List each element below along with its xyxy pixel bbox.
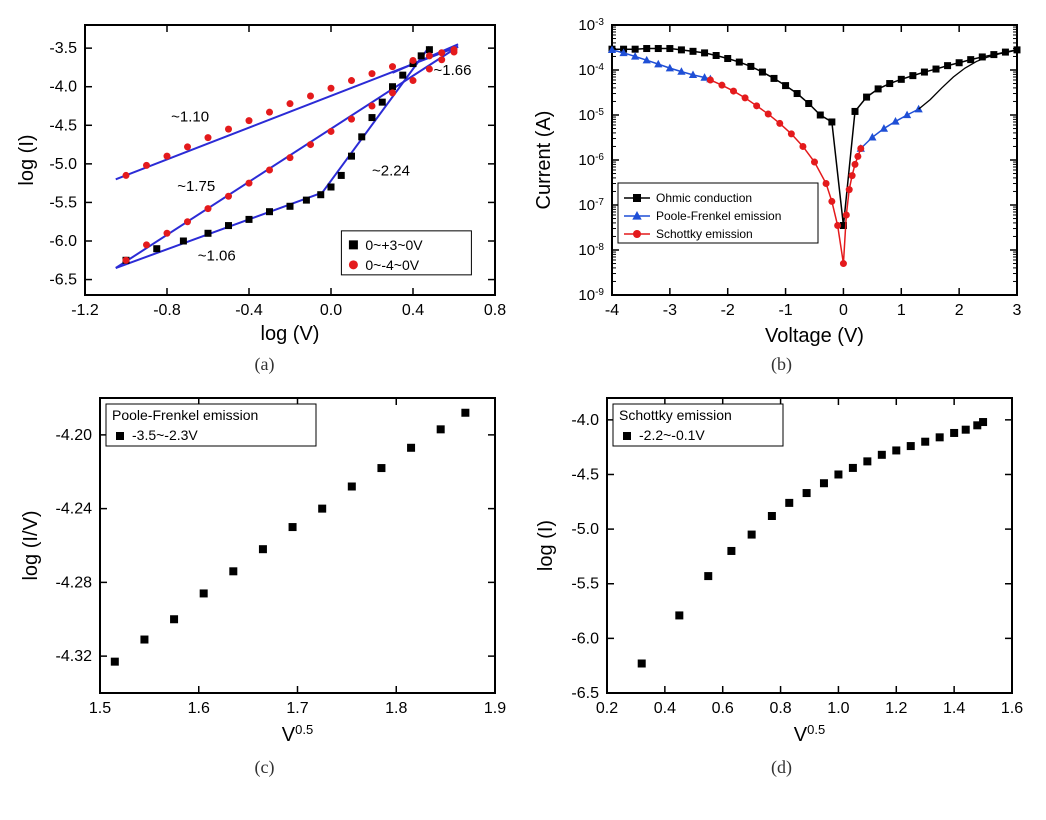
svg-text:-6.5: -6.5: [571, 685, 599, 702]
svg-text:2: 2: [954, 302, 963, 319]
svg-text:-5.5: -5.5: [49, 194, 77, 211]
svg-text:10-3: 10-3: [578, 17, 604, 35]
svg-text:1.6: 1.6: [1000, 700, 1022, 717]
panel-a: -1.2 -0.8 -0.4 0.0 0.4 0.8 -6.5 -6.0 -5.5 -5.0 -4.…: [10, 10, 519, 375]
panel-c: 1.5 1.6 1.7 1.8 1.9 -4.32 -4.28 -4.24 -4.20 V0.5 l…: [10, 383, 519, 778]
chart-a: -1.2 -0.8 -0.4 0.0 0.4 0.8 -6.5 -6.0 -5.5 -5.0 -4.…: [15, 10, 515, 350]
svg-text:Schottky emission: Schottky emission: [656, 227, 753, 241]
caption-b: (b): [771, 354, 792, 375]
svg-text:0.6: 0.6: [711, 700, 733, 717]
svg-text:10-4: 10-4: [578, 62, 604, 80]
svg-text:10-7: 10-7: [578, 197, 604, 215]
svg-text:Voltage (V): Voltage (V): [765, 325, 864, 347]
svg-text:-0.4: -0.4: [235, 302, 263, 319]
svg-text:0.4: 0.4: [401, 302, 423, 319]
svg-text:log (I): log (I): [535, 520, 557, 571]
svg-text:0~+3~0V: 0~+3~0V: [365, 237, 423, 253]
svg-text:1.6: 1.6: [187, 700, 209, 717]
svg-text:-3.5: -3.5: [49, 40, 77, 57]
caption-a: (a): [255, 354, 275, 375]
svg-text:-5.5: -5.5: [571, 576, 599, 593]
svg-text:-4.5: -4.5: [571, 466, 599, 483]
svg-text:-4.5: -4.5: [49, 117, 77, 134]
svg-text:0.8: 0.8: [483, 302, 505, 319]
svg-text:-6.0: -6.0: [571, 630, 599, 647]
svg-text:~1.06: ~1.06: [197, 247, 235, 264]
svg-text:1.7: 1.7: [286, 700, 308, 717]
svg-text:~1.10: ~1.10: [171, 108, 209, 125]
svg-text:-4.28: -4.28: [55, 574, 92, 591]
svg-text:-4: -4: [604, 302, 618, 319]
chart-b: -4 -3 -2 -1 0 1 2 3 10-9 10-8 10-7 10-6 10-5 10-4 10-3…: [532, 10, 1032, 350]
svg-text:0~-4~0V: 0~-4~0V: [365, 257, 419, 273]
svg-text:~1.66: ~1.66: [433, 62, 471, 79]
svg-text:0.4: 0.4: [653, 700, 675, 717]
svg-text:-3: -3: [662, 302, 676, 319]
svg-text:Current (A): Current (A): [533, 111, 555, 210]
svg-text:1.9: 1.9: [483, 700, 505, 717]
chart-d: 0.2 0.4 0.6 0.8 1.0 1.2 1.4 1.6 -6.5 -6.0 -5.5 -5.0…: [532, 383, 1032, 753]
svg-text:0: 0: [838, 302, 847, 319]
svg-text:1.4: 1.4: [943, 700, 965, 717]
svg-text:-1: -1: [778, 302, 792, 319]
svg-text:-5.0: -5.0: [571, 521, 599, 538]
svg-text:0.0: 0.0: [319, 302, 341, 319]
svg-text:log (I): log (I): [16, 134, 38, 185]
svg-text:Schottky emission: Schottky emission: [619, 407, 732, 423]
svg-text:log (V): log (V): [260, 323, 319, 345]
svg-text:-4.24: -4.24: [55, 501, 92, 518]
svg-text:1.8: 1.8: [385, 700, 407, 717]
svg-text:-4.32: -4.32: [55, 648, 92, 665]
figure-grid: -1.2 -0.8 -0.4 0.0 0.4 0.8 -6.5 -6.0 -5.5 -5.0 -4.…: [10, 10, 1036, 778]
svg-text:1.5: 1.5: [88, 700, 110, 717]
svg-text:~2.24: ~2.24: [372, 162, 410, 179]
svg-text:Ohmic conduction: Ohmic conduction: [656, 191, 752, 205]
svg-text:0.2: 0.2: [595, 700, 617, 717]
svg-text:10-5: 10-5: [578, 107, 604, 125]
svg-text:10-8: 10-8: [578, 242, 604, 260]
svg-text:10-6: 10-6: [578, 152, 604, 170]
svg-text:0.8: 0.8: [769, 700, 791, 717]
svg-text:-0.8: -0.8: [153, 302, 181, 319]
svg-text:-4.0: -4.0: [571, 412, 599, 429]
svg-text:Poole-Frenkel emission: Poole-Frenkel emission: [112, 407, 258, 423]
svg-text:1.2: 1.2: [885, 700, 907, 717]
svg-text:-2: -2: [720, 302, 734, 319]
svg-text:-3.5~-2.3V: -3.5~-2.3V: [132, 427, 198, 443]
svg-text:log (I/V): log (I/V): [20, 510, 42, 580]
svg-text:1.0: 1.0: [827, 700, 849, 717]
svg-text:V0.5: V0.5: [793, 722, 824, 747]
svg-text:-5.0: -5.0: [49, 156, 77, 173]
chart-c: 1.5 1.6 1.7 1.8 1.9 -4.32 -4.28 -4.24 -4.20 V0.5 l…: [15, 383, 515, 753]
caption-d: (d): [771, 757, 792, 778]
svg-text:3: 3: [1012, 302, 1021, 319]
svg-text:-6.0: -6.0: [49, 233, 77, 250]
svg-text:-4.20: -4.20: [55, 427, 92, 444]
panel-d: 0.2 0.4 0.6 0.8 1.0 1.2 1.4 1.6 -6.5 -6.0 -5.5 -5.0…: [527, 383, 1036, 778]
caption-c: (c): [255, 757, 275, 778]
svg-text:Poole-Frenkel emission: Poole-Frenkel emission: [656, 209, 781, 223]
svg-text:10-9: 10-9: [578, 287, 604, 305]
svg-text:1: 1: [896, 302, 905, 319]
svg-text:-6.5: -6.5: [49, 272, 77, 289]
svg-text:-1.2: -1.2: [71, 302, 99, 319]
svg-text:-4.0: -4.0: [49, 79, 77, 96]
svg-text:~1.75: ~1.75: [177, 178, 215, 195]
panel-b: -4 -3 -2 -1 0 1 2 3 10-9 10-8 10-7 10-6 10-5 10-4 10-3…: [527, 10, 1036, 375]
svg-text:-2.2~-0.1V: -2.2~-0.1V: [639, 427, 705, 443]
svg-text:V0.5: V0.5: [281, 722, 312, 747]
